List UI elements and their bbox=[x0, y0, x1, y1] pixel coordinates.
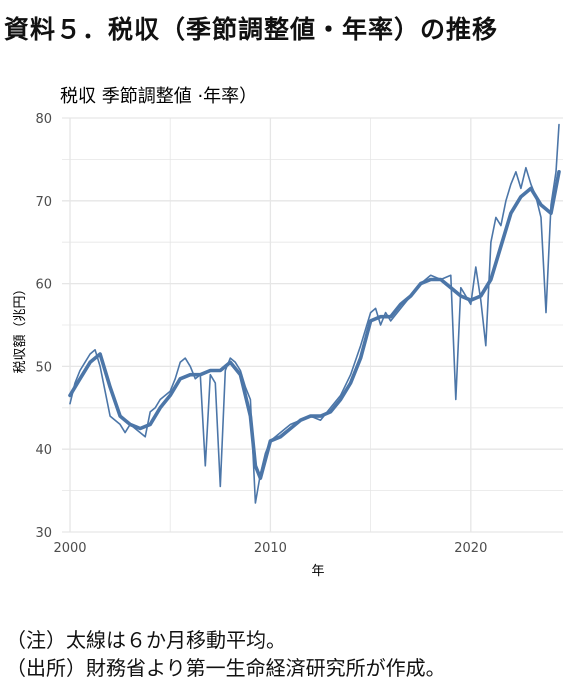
note-moving-average: （注）太線は６か月移動平均。 bbox=[6, 628, 286, 652]
moving-average-line bbox=[68, 170, 561, 481]
chart-title: 税収 季節調整値 ·年率） bbox=[60, 86, 257, 107]
page-title: 資料５．税収（季節調整値・年率）の推移 bbox=[4, 15, 499, 44]
y-tick-label: 40 bbox=[35, 443, 52, 458]
x-tick-label: 2010 bbox=[254, 541, 287, 556]
grid bbox=[62, 117, 563, 533]
x-tick-label: 2000 bbox=[53, 541, 86, 556]
y-tick-label: 70 bbox=[35, 195, 52, 210]
x-tick-label: 2020 bbox=[454, 541, 487, 556]
x-tick-labels: 2000 2010 2020 bbox=[53, 541, 487, 556]
y-tick-label: 60 bbox=[35, 278, 52, 293]
x-axis-label: 年 bbox=[311, 564, 324, 579]
y-axis-label: 税収額（兆円） bbox=[13, 282, 28, 373]
y-tick-label: 30 bbox=[35, 526, 52, 541]
y-tick-label: 50 bbox=[35, 360, 52, 375]
y-tick-labels: 30 40 50 60 70 80 bbox=[35, 112, 52, 541]
y-tick-label: 80 bbox=[35, 112, 52, 127]
series-group bbox=[68, 123, 561, 504]
note-source: （出所）財務省より第一生命経済研究所が作成。 bbox=[6, 656, 446, 680]
tax-revenue-line bbox=[69, 123, 560, 504]
